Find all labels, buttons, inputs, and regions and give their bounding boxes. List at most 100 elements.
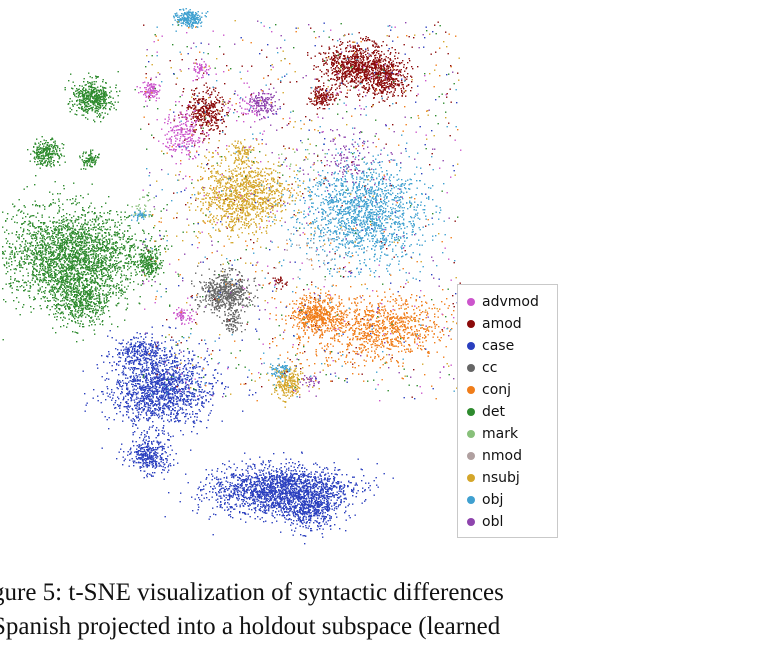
legend-item-obl: obl [467, 512, 503, 532]
points-conj [234, 285, 441, 382]
points-nsubj [266, 365, 314, 408]
legend-label-nsubj: nsubj [482, 470, 520, 486]
points-nsubj [228, 140, 260, 165]
points-obj [263, 358, 292, 382]
points-det [2, 160, 184, 341]
scatter-points-obj [131, 209, 150, 222]
legend-label-amod: amod [482, 316, 522, 332]
points-cc [191, 262, 280, 321]
points-obj [131, 209, 150, 222]
scatter-sparse-case [145, 22, 458, 400]
scatter-points-advmod [192, 61, 210, 82]
scatter-sparse-nsubj [144, 20, 460, 397]
scatter-points-det [64, 71, 136, 123]
points-cc [221, 308, 246, 334]
scatter-points-obj [172, 8, 209, 29]
scatter-points-case [267, 479, 359, 545]
points-nsubj [166, 138, 317, 264]
points-case [164, 451, 394, 536]
points-amod [307, 32, 401, 101]
scatter-points-conj [234, 285, 441, 382]
legend-marker-det [467, 408, 475, 416]
sparse-points-nsubj [144, 20, 460, 397]
scatter-points-amod [173, 79, 244, 149]
points-obl [299, 371, 321, 388]
scatter-points-det [27, 136, 66, 169]
points-amod [306, 85, 348, 110]
legend-item-obj: obj [467, 490, 503, 510]
scatter-points-obl [239, 87, 281, 131]
legend-item-nmod: nmod [467, 446, 522, 466]
points-advmod [227, 82, 278, 132]
scatter-points-det [39, 261, 131, 343]
scatter-sparse-advmod [142, 25, 462, 402]
points-det [39, 261, 131, 343]
scatter-points-conj [285, 284, 347, 341]
scatter-points-advmod [227, 82, 278, 132]
sparse-points-conj [143, 26, 461, 402]
legend-marker-conj [467, 386, 475, 394]
scatter-points-cc [221, 308, 246, 334]
sparse-points-advmod [142, 25, 462, 402]
points-det [64, 71, 136, 123]
legend-item-nsubj: nsubj [467, 468, 520, 488]
legend-label-mark: mark [482, 426, 519, 442]
scatter-points-amod [307, 32, 401, 101]
legend-marker-cc [467, 364, 475, 372]
scatter-points-case [106, 327, 200, 372]
scatter-points-advmod [136, 77, 161, 102]
legend-item-cc: cc [467, 358, 497, 378]
scatter-points-case [82, 325, 251, 451]
legend-label-conj: conj [482, 382, 512, 398]
scatter-points-cc [191, 262, 280, 321]
scatter-points-amod [306, 85, 348, 110]
scatter-points-case [164, 451, 394, 536]
legend-marker-advmod [467, 298, 475, 306]
legend-item-det: det [467, 402, 505, 422]
points-obl [239, 87, 281, 131]
points-case [267, 479, 359, 545]
legend-label-obl: obl [482, 514, 504, 530]
scatter-points-obj [269, 139, 446, 320]
points-obj [172, 8, 209, 29]
points-obj [269, 139, 446, 320]
scatter-points-nmod [275, 215, 368, 281]
scatter-sparse-obj [146, 22, 457, 398]
legend-label-obj: obj [482, 492, 504, 508]
legend-item-conj: conj [467, 380, 511, 400]
scatter-points-det [133, 240, 165, 286]
legend-marker-nmod [467, 452, 475, 460]
sparse-points-obj [146, 22, 457, 398]
points-det [79, 149, 100, 170]
scatter-points-det [2, 160, 184, 341]
points-conj [298, 274, 455, 376]
points-case [106, 327, 200, 372]
legend-item-case: case [467, 336, 514, 356]
legend-item-amod: amod [467, 314, 522, 334]
legend-label-advmod: advmod [482, 294, 539, 310]
legend-label-cc: cc [482, 360, 498, 376]
points-advmod [156, 101, 217, 165]
legend-marker-obj [467, 496, 475, 504]
legend-marker-amod [467, 320, 475, 328]
legend: advmod amod case cc conj det mark nmod n… [457, 284, 558, 538]
legend-label-nmod: nmod [482, 448, 522, 464]
points-advmod [192, 61, 210, 82]
legend-marker-mark [467, 430, 475, 438]
legend-marker-case [467, 342, 475, 350]
scatter-sparse-amod [143, 21, 461, 398]
legend-marker-obl [467, 518, 475, 526]
scatter-points-nsubj [266, 365, 314, 408]
points-case [82, 325, 251, 451]
legend-item-advmod: advmod [467, 292, 539, 312]
scatter-points-advmod [156, 101, 217, 165]
scatter-points-nsubj [166, 138, 317, 264]
points-advmod [173, 304, 195, 325]
legend-label-det: det [482, 404, 505, 420]
points-conj [285, 284, 347, 341]
points-det [133, 240, 165, 286]
sparse-points-amod [143, 21, 461, 398]
sparse-points-case [145, 22, 458, 400]
points-amod [173, 79, 244, 149]
